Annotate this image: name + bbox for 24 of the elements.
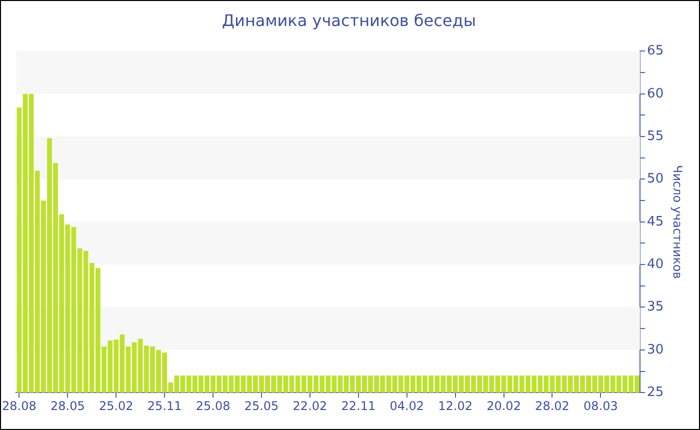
y-tick-label: 65 (647, 44, 664, 59)
x-tick-label: 25.08 (196, 398, 230, 413)
y-tick-label: 50 (647, 172, 664, 187)
x-tick-label: 28.02 (535, 398, 570, 413)
y-tick-label: 35 (647, 300, 664, 315)
x-tick-label: 20.02 (486, 398, 521, 413)
chart-title: Динамика участников беседы (222, 10, 476, 30)
y-tick-label: 40 (647, 256, 664, 272)
x-tick-label: 25.02 (98, 398, 134, 413)
x-tick-label: 28.05 (50, 398, 85, 413)
y-tick-label: 25 (647, 384, 664, 400)
x-tick-label: 25.05 (244, 398, 279, 413)
y-tick-label: 30 (647, 342, 664, 358)
x-tick-label: 28.08 (2, 398, 36, 413)
x-tick-label: 04.02 (390, 398, 424, 413)
y-axis-title: Число участников (670, 164, 685, 279)
y-tick-label: 60 (647, 86, 664, 102)
x-tick-label: 08.03 (584, 398, 618, 413)
y-tick-label: 45 (647, 214, 664, 230)
x-tick-label: 12.02 (438, 398, 472, 413)
x-tick-label: 22.11 (341, 398, 376, 413)
x-tick-label: 22.02 (292, 398, 328, 413)
y-tick-label: 55 (647, 128, 664, 144)
x-tick-label: 25.11 (147, 398, 182, 413)
